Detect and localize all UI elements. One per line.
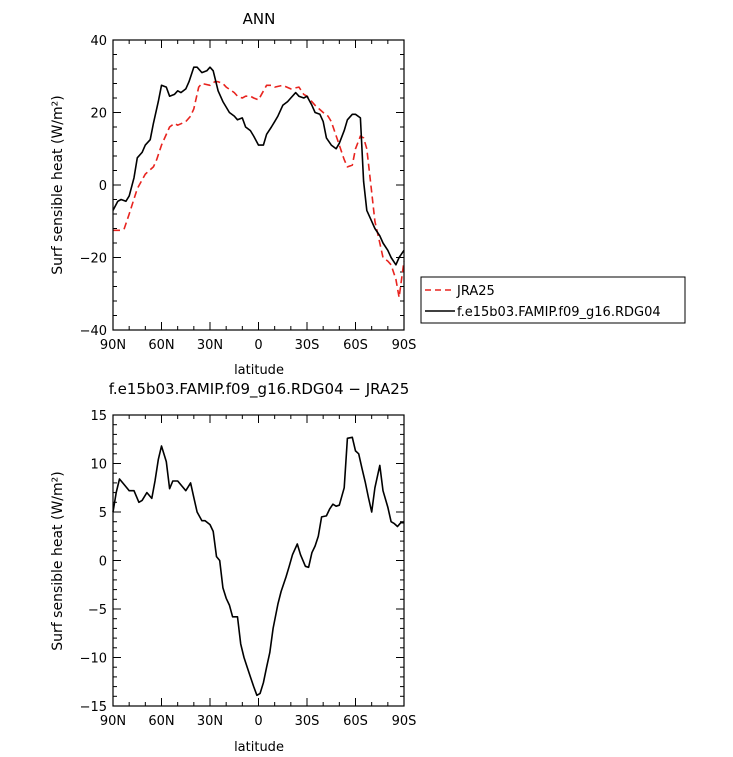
- y-axis-label: Surf sensible heat (W/m²): [50, 471, 66, 650]
- chart-difference: f.e15b03.FAMIP.f09_g16.RDG04 − JRA25 Sur…: [50, 380, 416, 755]
- series-line-f-e15b03-famip-f09-g16-rdg04: [112, 66, 405, 266]
- y-tick-label: 10: [90, 458, 107, 473]
- legend-label-jra25: JRA25: [456, 284, 495, 299]
- axis-ticks: 90N 60N 30N 0 30S 60S 90S −15 −10 −5 0 5 10 15: [80, 409, 417, 729]
- x-tick-label: 90N: [100, 714, 126, 729]
- y-tick-label: 0: [99, 179, 107, 194]
- x-tick-label: 60S: [343, 714, 368, 729]
- x-tick-label: 90S: [392, 338, 417, 353]
- x-axis-label: latitude: [234, 740, 284, 755]
- series-group: [112, 66, 405, 299]
- y-tick-label: 15: [90, 409, 107, 424]
- chart-title: ANN: [243, 10, 276, 28]
- x-tick-label: 30S: [295, 714, 320, 729]
- y-tick-label: −20: [80, 252, 107, 267]
- y-tick-label: 5: [99, 506, 107, 521]
- chart-title: f.e15b03.FAMIP.f09_g16.RDG04 − JRA25: [109, 380, 410, 399]
- x-tick-label: 30N: [197, 338, 223, 353]
- legend: JRA25 f.e15b03.FAMIP.f09_g16.RDG04: [420, 276, 686, 324]
- series-line-difference: [112, 436, 404, 697]
- series-line-jra25: [113, 80, 405, 299]
- y-tick-label: 0: [99, 555, 107, 570]
- series-group: [112, 436, 404, 697]
- y-tick-label: −10: [80, 652, 107, 667]
- y-axis-label: Surf sensible heat (W/m²): [50, 95, 66, 274]
- legend-label-model: f.e15b03.FAMIP.f09_g16.RDG04: [457, 305, 661, 320]
- x-tick-label: 90S: [392, 714, 417, 729]
- x-tick-label: 60S: [343, 338, 368, 353]
- y-tick-label: 20: [90, 107, 107, 122]
- axis-ticks: 90N 60N 30N 0 30S 60S 90S −40 −20 0 20 40: [80, 34, 417, 353]
- x-tick-label: 60N: [148, 338, 174, 353]
- y-tick-label: −5: [88, 603, 107, 618]
- chart-annual: ANN Surf sensible heat (W/m²) latitude 9…: [50, 10, 416, 378]
- x-axis-label: latitude: [234, 363, 284, 378]
- y-tick-label: −40: [80, 324, 107, 339]
- y-tick-label: 40: [90, 34, 107, 49]
- x-tick-label: 0: [254, 714, 262, 729]
- x-tick-label: 30N: [197, 714, 223, 729]
- x-tick-label: 30S: [295, 338, 320, 353]
- plot-frame: [112, 414, 405, 707]
- x-tick-label: 90N: [100, 338, 126, 353]
- plot-frame: [112, 39, 405, 331]
- legend-box: [420, 276, 686, 324]
- x-tick-label: 0: [254, 338, 262, 353]
- x-tick-label: 60N: [148, 714, 174, 729]
- y-tick-label: −15: [80, 700, 107, 715]
